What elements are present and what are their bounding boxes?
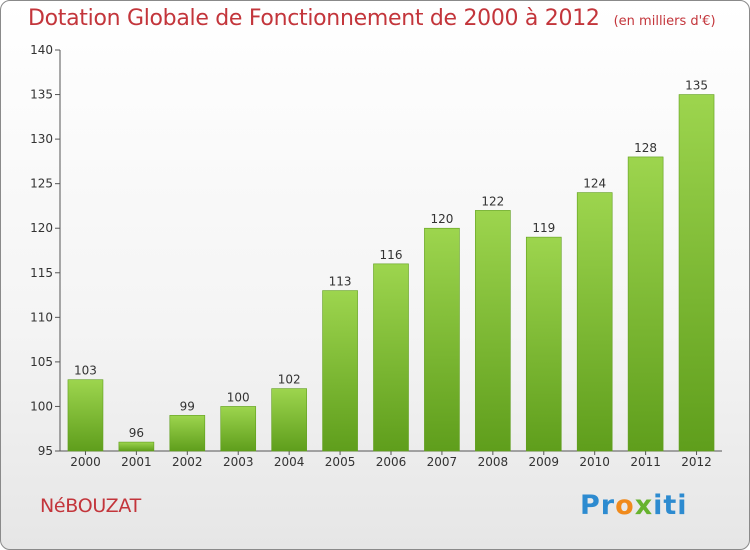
data-label-2001: 96 [129,426,144,440]
data-label-2006: 116 [380,248,403,262]
logo-letter: o [615,490,635,521]
x-tick-label-2003: 2003 [223,455,254,469]
data-label-2008: 122 [481,194,504,208]
chart-title-block: Dotation Globale de Fonctionnement de 20… [28,6,716,31]
x-tick-label-2008: 2008 [478,455,509,469]
bar-2011 [627,156,664,452]
bar-2001 [118,441,155,452]
proxiti-logo: Proxiti [580,490,688,521]
bar-2009 [525,236,562,452]
data-label-2007: 120 [430,212,453,226]
x-tick-label-2001: 2001 [121,455,152,469]
x-tick-label-2007: 2007 [427,455,458,469]
x-tick-label-2005: 2005 [325,455,356,469]
x-tick-label-2004: 2004 [274,455,305,469]
x-tick-label-2000: 2000 [70,455,101,469]
data-label-2002: 99 [180,399,195,413]
data-label-2000: 103 [74,364,97,378]
y-tick-label: 130 [30,132,53,146]
x-tick-label-2006: 2006 [376,455,407,469]
y-tick-label: 135 [30,88,53,102]
x-tick-label-2009: 2009 [528,455,559,469]
y-tick-label: 100 [30,399,53,413]
bar-2008 [475,210,511,452]
y-tick-label: 125 [30,177,53,191]
logo-letter: t [663,490,678,521]
logo-letter: P [580,490,601,521]
y-tick-label: 120 [30,221,53,235]
data-label-2012: 135 [685,79,708,93]
logo-letter: i [653,490,664,521]
bar-2005 [322,290,358,452]
y-tick-label: 95 [38,444,53,458]
logo-letter: x [634,490,654,521]
bar-2004 [271,388,307,452]
y-tick-label: 110 [30,310,53,324]
data-label-2011: 128 [634,141,657,155]
bar-2003 [220,406,257,452]
logo-letter: i [677,490,688,521]
logo-letter: r [600,490,616,521]
y-tick-label: 140 [30,43,53,57]
x-tick-label-2010: 2010 [579,455,610,469]
x-tick-label-2002: 2002 [172,455,203,469]
bar-2010 [576,192,613,452]
unit-note: (en milliers d'€) [613,14,716,29]
data-label-2004: 102 [278,373,301,387]
chart-title: Dotation Globale de Fonctionnement de 20… [28,6,600,31]
bar-2007 [424,227,460,452]
bar-2006 [373,263,409,452]
x-tick-label-2011: 2011 [630,455,661,469]
x-tick-label-2012: 2012 [681,455,712,469]
bar-2012 [678,94,715,452]
data-label-2010: 124 [583,177,606,191]
bar-2002 [169,415,206,452]
place-name: NéBOUZAT [40,495,141,517]
data-label-2005: 113 [329,275,352,289]
y-tick-label: 105 [30,355,53,369]
y-tick-label: 115 [30,266,53,280]
data-label-2003: 100 [227,390,250,404]
data-label-2009: 119 [532,221,555,235]
bar-2000 [67,379,104,452]
